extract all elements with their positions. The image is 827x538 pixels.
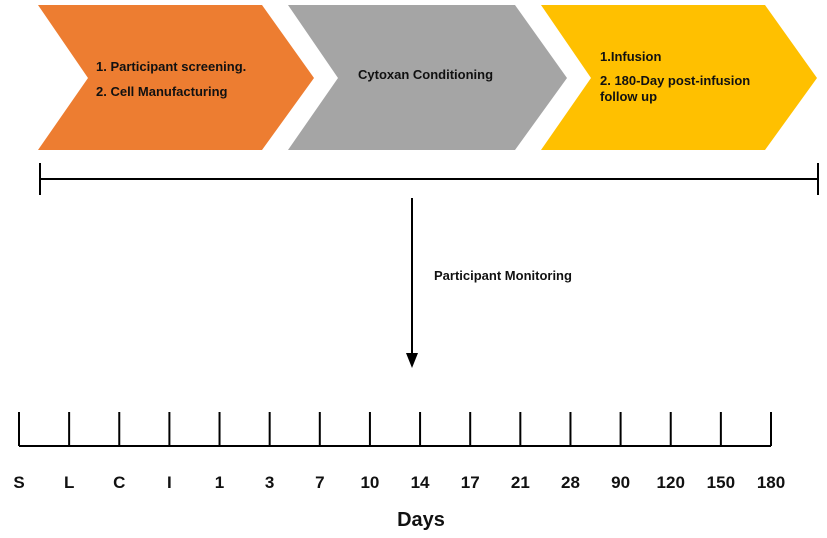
timeline-axis-label: Days xyxy=(397,509,445,531)
timeline-tick-label: I xyxy=(167,473,172,492)
timeline-tick-label: 90 xyxy=(611,473,630,492)
timeline-tick-label: 150 xyxy=(707,473,735,492)
phase-chevron-2 xyxy=(288,5,567,150)
timeline-tick-label: 120 xyxy=(657,473,685,492)
timeline-tick-label: S xyxy=(13,473,24,492)
timeline-tick-label: 17 xyxy=(461,473,480,492)
phase-2-line-1: Cytoxan Conditioning xyxy=(358,67,493,82)
day-timeline: S L C I 1 3 7 10 14 17 21 28 90 120 150 180 xyxy=(13,412,785,492)
timeline-tick-label: 14 xyxy=(411,473,430,492)
timeline-tick-label: 3 xyxy=(265,473,274,492)
timeline-tick-label: 21 xyxy=(511,473,530,492)
timeline-tick-label: 28 xyxy=(561,473,580,492)
timeline-tick-label: 1 xyxy=(215,473,224,492)
timeline-tick-label: 180 xyxy=(757,473,785,492)
timeline-tick-label: 10 xyxy=(360,473,379,492)
phase-3-line-3: follow up xyxy=(600,89,657,104)
phase-1-line-1: 1. Participant screening. xyxy=(96,59,246,74)
timeline-tick-label: 7 xyxy=(315,473,324,492)
phase-chevron-3 xyxy=(541,5,817,150)
phase-1-line-2: 2. Cell Manufacturing xyxy=(96,84,228,99)
phase-span-bracket xyxy=(39,163,819,195)
timeline-tick-label: L xyxy=(64,473,74,492)
phase-3-line-1: 1.Infusion xyxy=(600,49,661,64)
phase-3-line-2: 2. 180-Day post-infusion xyxy=(600,73,750,88)
phase-chevron-1 xyxy=(38,5,314,150)
monitoring-label: Participant Monitoring xyxy=(434,268,572,283)
timeline-tick-label: C xyxy=(113,473,125,492)
monitoring-arrow xyxy=(406,198,418,368)
